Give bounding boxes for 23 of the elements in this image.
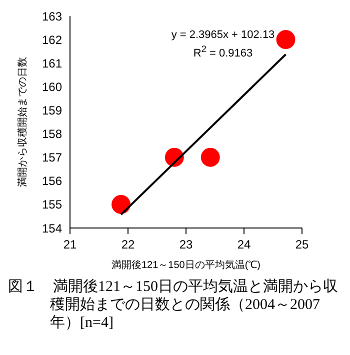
y-tick-label: 161 bbox=[42, 56, 62, 70]
annotation: R$^{2}$ = 0.9163 bbox=[192, 43, 254, 61]
x-tick-label: 23 bbox=[179, 238, 193, 252]
y-tick-label: 159 bbox=[42, 103, 62, 118]
point bbox=[200, 148, 220, 167]
y-axis-title: 満開から収穫開始までの日数 bbox=[16, 57, 29, 187]
y-tick-label: 158 bbox=[42, 127, 62, 142]
y-tick-label: 162 bbox=[42, 32, 62, 47]
text: 図１ 満開後121～150日の平均気温と満開から収穫開始までの日数との関係（2004～2007年）[n=4] bbox=[8, 278, 339, 332]
point bbox=[276, 30, 296, 50]
y-tick-label: 163 bbox=[42, 9, 62, 24]
y-tick-label: 155 bbox=[42, 198, 62, 212]
x-tick-label: 21 bbox=[63, 238, 77, 252]
x-tick-label: 25 bbox=[295, 238, 309, 252]
point bbox=[112, 194, 131, 214]
y-tick-label: 156 bbox=[42, 174, 62, 188]
x-axis-title: 満開後121～150日の平均気温(℃) bbox=[111, 259, 261, 271]
x-tick-label: 22 bbox=[121, 238, 135, 252]
x-tick-label: 24 bbox=[237, 238, 251, 252]
y-tick-label: 160 bbox=[42, 80, 62, 94]
y-tick-label: 154 bbox=[42, 221, 62, 236]
annotation: y = 2.3965x + 102.13 bbox=[170, 28, 276, 42]
y-tick-label: 157 bbox=[42, 150, 62, 165]
